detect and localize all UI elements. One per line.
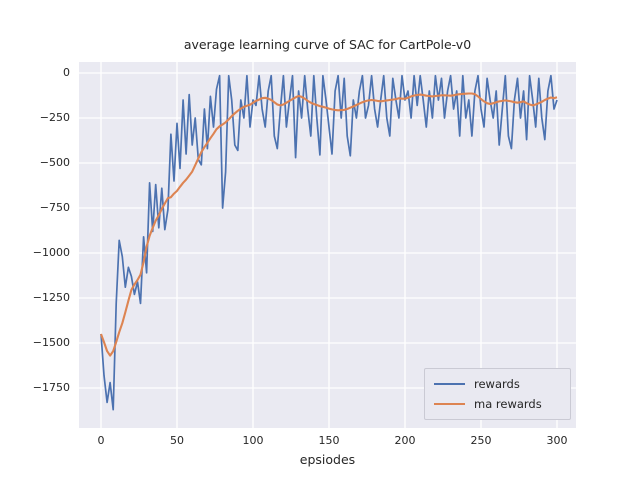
x-axis-label: epsiodes [299,452,356,467]
x-tick-label: 300 [546,434,568,447]
x-tick-label: 100 [242,434,264,447]
y-tick-label: −1750 [32,381,70,394]
legend-entry-rewards: rewards [434,374,561,394]
x-tick-label: 150 [318,434,340,447]
y-tick-label: −250 [39,111,70,124]
x-tick-label: 250 [470,434,492,447]
rewards-line-swatch [434,383,465,385]
ma-rewards-line [100,92,558,357]
legend-label: rewards [474,377,520,391]
y-tick-label: −500 [39,156,70,169]
x-tick-label: 0 [97,434,105,447]
y-tick-label: −1000 [32,246,70,259]
rewards-line [100,74,558,411]
plot-svg [79,62,576,428]
ma-rewards-line-swatch [434,403,465,405]
legend-entry-ma-rewards: ma rewards [434,394,561,414]
y-tick-label: −1250 [32,291,70,304]
x-tick-label: 200 [394,434,416,447]
y-tick-label: −1500 [32,336,70,349]
chart-title: average learning curve of SAC for CartPo… [183,37,472,52]
legend: rewards ma rewards [424,368,571,420]
y-tick-label: 0 [63,66,70,79]
legend-label: ma rewards [474,397,542,411]
plot-area [79,62,576,428]
y-tick-label: −750 [39,201,70,214]
x-tick-label: 50 [170,434,184,447]
